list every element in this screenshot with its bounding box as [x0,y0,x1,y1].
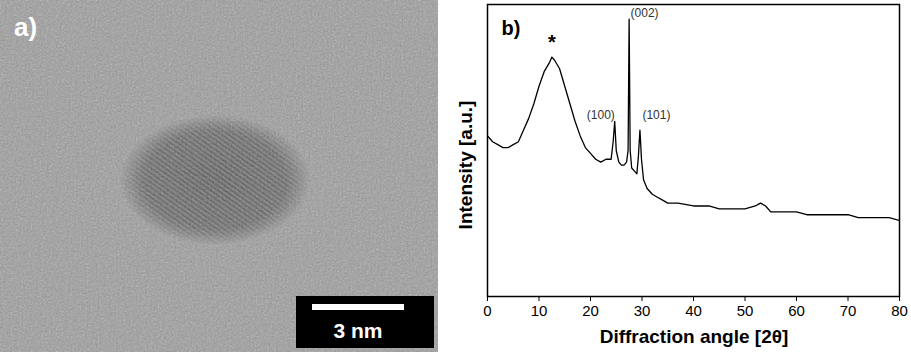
svg-text:0: 0 [483,302,491,319]
html-text:Intensity [a.u.]: Intensity [a.u.] [455,100,476,230]
svg-text:70: 70 [840,302,857,319]
svg-text:a): a) [14,12,37,42]
svg-text:b): b) [502,17,521,39]
svg-text:(002): (002) [631,6,659,20]
svg-text:3 nm: 3 nm [333,319,382,342]
svg-text:(100): (100) [587,108,615,122]
svg-text:40: 40 [685,302,702,319]
svg-text:50: 50 [737,302,754,319]
svg-text:80: 80 [891,302,908,319]
svg-text:(101): (101) [642,108,670,122]
svg-text:10: 10 [531,302,548,319]
svg-text:*: * [548,31,556,53]
svg-text:60: 60 [788,302,805,319]
svg-text:30: 30 [634,302,651,319]
html-text:Diffraction angle [2θ]: Diffraction angle [2θ] [599,326,789,347]
svg-text:20: 20 [582,302,599,319]
